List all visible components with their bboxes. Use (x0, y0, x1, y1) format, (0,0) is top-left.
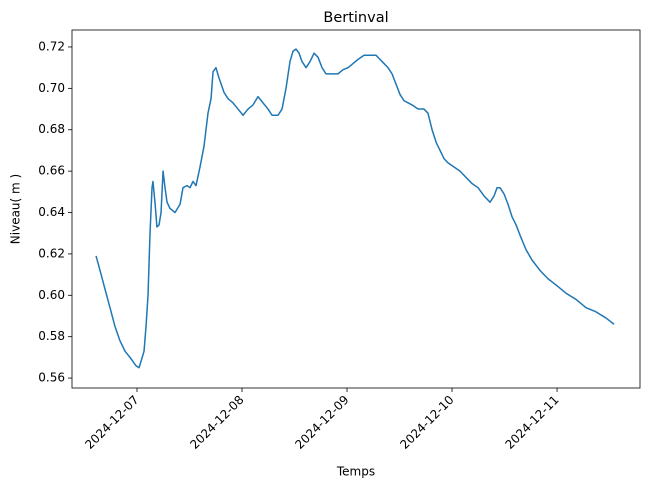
y-tick-label: 0.58 (38, 329, 65, 343)
x-axis-label: Temps (336, 465, 375, 479)
data-line (95, 48, 615, 369)
y-tick-label: 0.62 (38, 246, 65, 260)
y-tick-label: 0.60 (38, 288, 65, 302)
y-tick-label: 0.64 (38, 205, 65, 219)
y-tick-label: 0.68 (38, 122, 65, 136)
y-tick-label: 0.72 (38, 39, 65, 53)
chart-title: Bertinval (323, 10, 388, 26)
y-tick-label: 0.66 (38, 164, 65, 178)
y-tick-label: 0.70 (38, 81, 65, 95)
y-axis-label: Niveau( m ) (9, 174, 23, 244)
y-tick-label: 0.56 (38, 371, 65, 385)
plot-frame (71, 29, 641, 389)
